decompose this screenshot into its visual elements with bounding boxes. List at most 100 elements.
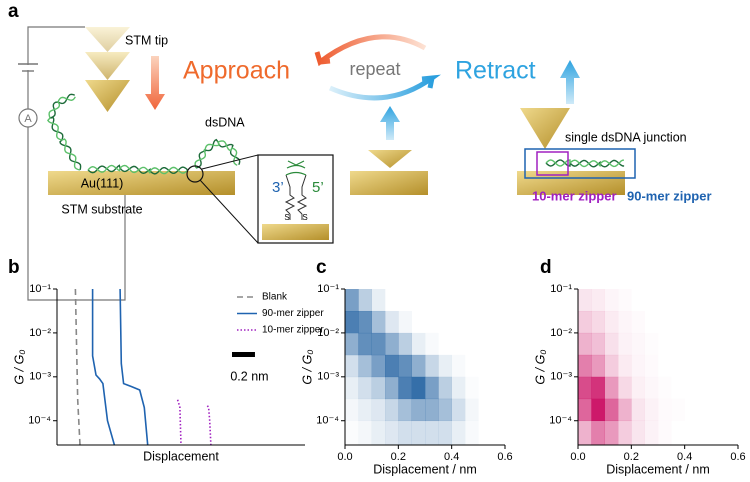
zoom-line xyxy=(201,154,259,170)
density-cell xyxy=(411,332,426,356)
panel-label: a xyxy=(8,1,19,22)
density-cell xyxy=(411,376,426,400)
trace xyxy=(74,288,81,446)
dna-strand xyxy=(545,159,625,168)
density-cell xyxy=(438,311,452,333)
density-cell xyxy=(604,398,619,422)
scale-bar xyxy=(232,352,255,357)
panel-label: b xyxy=(8,257,20,278)
density-cell xyxy=(398,332,412,356)
zoom-circle xyxy=(186,165,204,183)
density-cell xyxy=(478,377,492,399)
density-cell xyxy=(478,333,492,355)
density-cell xyxy=(452,355,466,377)
density-cell xyxy=(492,421,506,446)
density-cell xyxy=(604,354,619,378)
retract-arrow xyxy=(380,106,400,140)
density-cell xyxy=(591,332,605,356)
legend-label: 10-mer zipper xyxy=(262,325,324,336)
zipper-90-label: 90-mer zipper xyxy=(627,188,712,203)
y-axis-label: G / G₀ xyxy=(300,349,314,384)
density-cell xyxy=(438,376,452,400)
density-cell xyxy=(438,289,452,311)
density-cell xyxy=(658,289,672,311)
legend-label: 90-mer zipper xyxy=(262,308,324,319)
retract-arrow xyxy=(560,60,580,104)
density-cell xyxy=(358,420,372,446)
density-cell xyxy=(385,398,399,422)
density-cell xyxy=(631,398,645,422)
density-cell xyxy=(644,420,659,446)
y-axis-label: G / G₀ xyxy=(533,349,547,384)
density-cell xyxy=(345,289,359,312)
tip xyxy=(520,108,570,149)
y-axis-label: G / G₀ xyxy=(12,349,26,384)
density-cell xyxy=(685,333,699,355)
schematic: A STM tip Approach Au(111) STM substrate… xyxy=(18,26,712,301)
density-cell xyxy=(578,332,592,356)
density-cell xyxy=(658,355,672,377)
density-cell xyxy=(438,333,452,355)
density-cell xyxy=(398,420,412,446)
density-cell xyxy=(371,332,386,356)
density-cell xyxy=(451,398,466,422)
density-cell xyxy=(492,333,506,355)
density-cell xyxy=(411,354,426,378)
density-cell xyxy=(385,310,399,334)
density-cell xyxy=(631,376,645,400)
ammeter xyxy=(18,108,38,128)
density-cell xyxy=(398,376,412,400)
end-5: 5’ xyxy=(312,179,324,196)
density-cell xyxy=(385,376,399,400)
density-cell xyxy=(411,398,426,422)
density-cell xyxy=(478,421,492,446)
density-cell xyxy=(492,289,506,311)
scale-bar-label: 0.2 nm xyxy=(230,369,268,383)
density-cell xyxy=(452,289,466,311)
density-cell xyxy=(345,354,359,378)
density-cell xyxy=(711,333,725,355)
tip xyxy=(85,80,130,112)
density-cell xyxy=(492,311,506,333)
density-cell xyxy=(425,376,439,400)
density-cell xyxy=(425,398,439,422)
y-tick-label: 10⁻² xyxy=(29,327,51,339)
dna-strand xyxy=(87,164,188,175)
density-cell xyxy=(698,333,712,355)
density-cell xyxy=(698,355,712,377)
dna-strand xyxy=(545,159,624,168)
sulfur: S xyxy=(302,213,307,222)
density-cell xyxy=(465,377,479,399)
density-cell xyxy=(358,376,372,400)
y-tick-label: 10⁻³ xyxy=(550,371,572,383)
y-tick-label: 10⁻¹ xyxy=(550,283,572,295)
density-cell xyxy=(618,376,632,400)
x-tick-label: 0.2 xyxy=(391,451,406,463)
density-cell xyxy=(698,399,712,421)
density-cell xyxy=(671,289,685,311)
density-cell xyxy=(465,355,479,377)
density-cell xyxy=(711,289,725,311)
density-cell xyxy=(371,398,386,422)
density-cell xyxy=(425,311,439,333)
repeat-arc xyxy=(314,34,427,67)
density-cell xyxy=(412,311,426,333)
density-cell xyxy=(725,377,739,399)
density-cell xyxy=(451,420,466,446)
density-cell xyxy=(698,289,712,311)
density-cell xyxy=(385,354,399,378)
density-cell xyxy=(671,399,685,421)
density-cell xyxy=(658,399,672,421)
x-axis-label: Displacement / nm xyxy=(373,462,477,476)
panel-label: d xyxy=(540,257,552,278)
density-cell xyxy=(685,421,699,446)
density-cell xyxy=(398,398,412,422)
density-cell xyxy=(358,289,372,312)
density-cell xyxy=(604,289,619,312)
density-cell xyxy=(492,399,506,421)
circuit-wire xyxy=(27,26,126,301)
y-tick-label: 10⁻¹ xyxy=(29,283,51,295)
tip-label: STM tip xyxy=(125,33,168,47)
repeat-arc xyxy=(329,74,441,101)
density-cell xyxy=(711,311,725,333)
